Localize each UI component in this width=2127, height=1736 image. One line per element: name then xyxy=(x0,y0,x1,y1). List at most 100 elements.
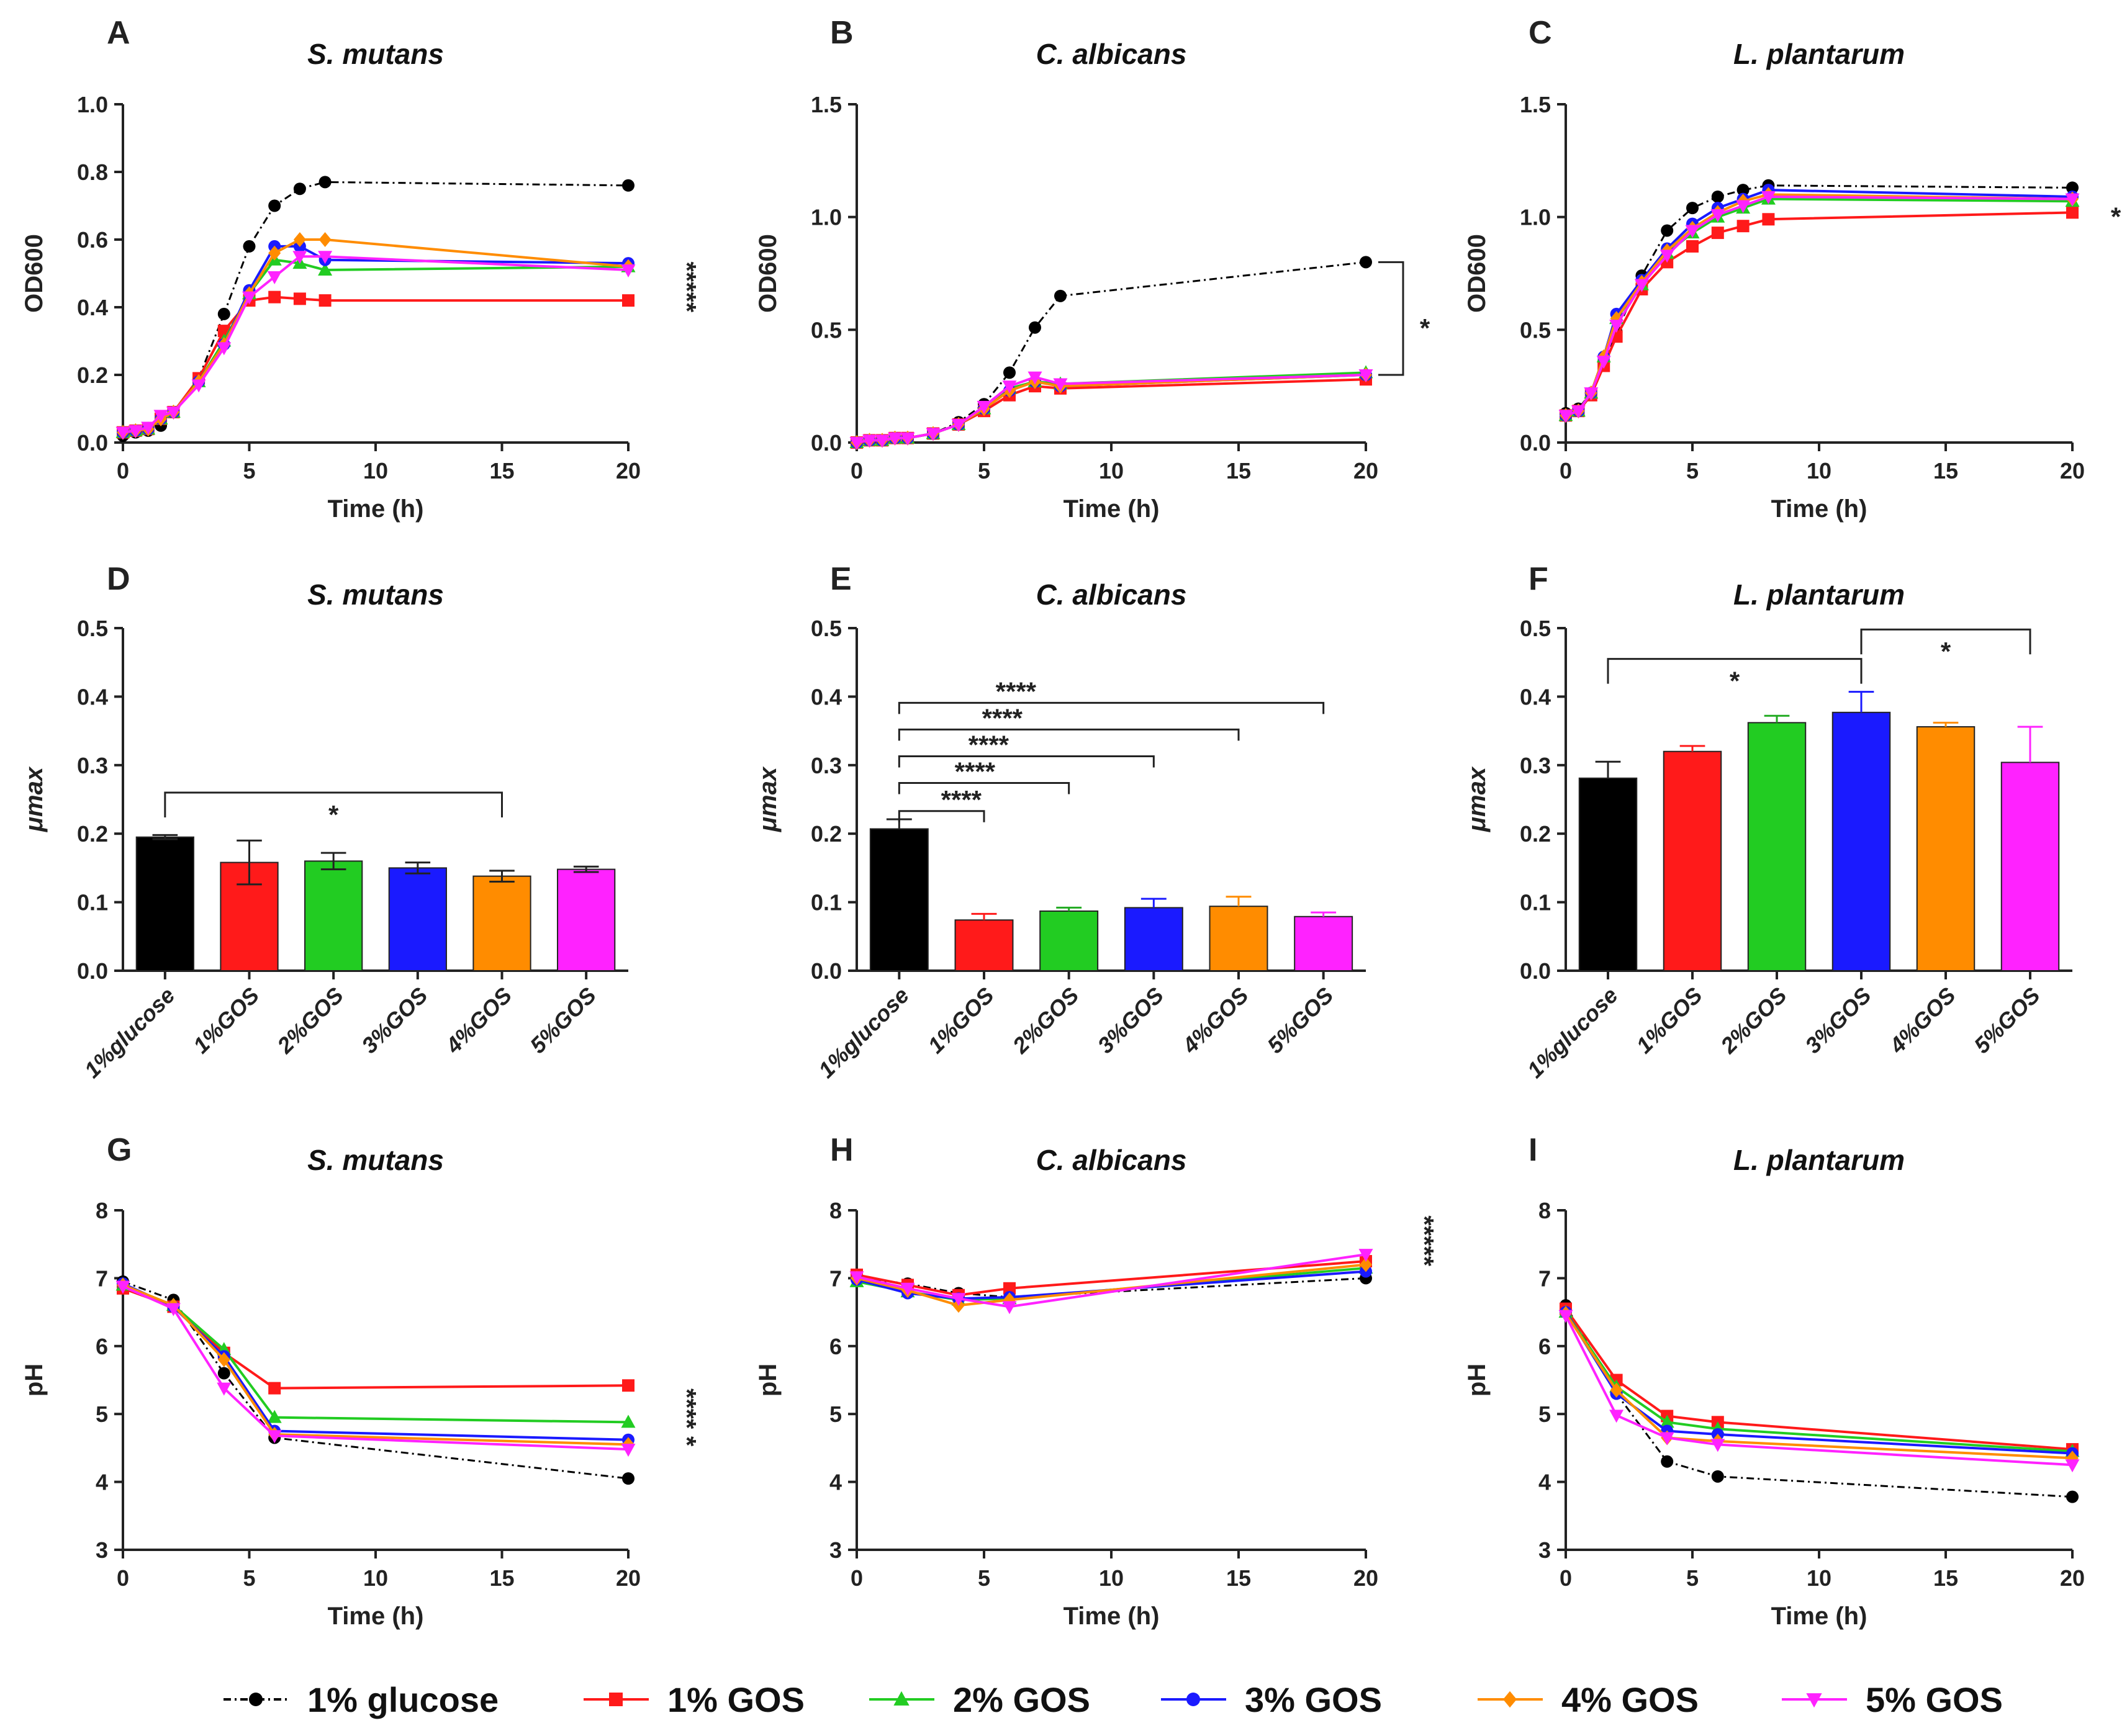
y-tick-label: 6 xyxy=(1538,1334,1551,1359)
panel-i: I L. plantarum 3 4 5 6 7 8 0 5 10 15 20 Time (h) pH ***… xyxy=(1463,1132,2127,1630)
bar xyxy=(472,875,531,971)
y-axis-label: μmax xyxy=(20,766,48,832)
data-point xyxy=(217,342,232,356)
panel-title: L. plantarum xyxy=(1733,38,1905,70)
series-line xyxy=(122,1282,629,1441)
significance-label: * xyxy=(1941,637,1951,666)
data-point xyxy=(1736,184,1750,197)
data-point xyxy=(1711,1470,1724,1483)
category-label: 3%GOS xyxy=(356,983,432,1058)
data-point xyxy=(166,1303,181,1316)
category-label: 2%GOS xyxy=(1715,983,1792,1059)
bar xyxy=(954,919,1014,971)
significance-bracket xyxy=(898,728,1240,741)
data-point xyxy=(1762,213,1775,226)
y-tick-label: 0.3 xyxy=(811,753,842,778)
series-1-glucose xyxy=(117,1275,634,1485)
x-tick-label: 20 xyxy=(616,458,641,483)
data-point xyxy=(318,263,333,276)
data-point xyxy=(153,410,168,423)
x-tick-label: 0 xyxy=(851,458,863,483)
data-point xyxy=(1660,1414,1674,1428)
panel-title: S. mutans xyxy=(307,1144,444,1176)
series-line xyxy=(122,1284,629,1424)
x-tick-label: 15 xyxy=(489,458,514,483)
data-point xyxy=(1558,1310,1573,1323)
bar xyxy=(1294,915,1353,972)
category-label: 1%glucose xyxy=(813,983,914,1083)
data-point xyxy=(621,264,636,278)
bar xyxy=(1831,711,1891,971)
y-tick-label: 7 xyxy=(96,1266,108,1291)
y-tick-label: 1.0 xyxy=(811,205,842,230)
bar xyxy=(388,867,447,972)
panel-title: C. albicans xyxy=(1036,1144,1187,1176)
y-tick-label: 0.5 xyxy=(811,616,842,641)
y-tick-label: 7 xyxy=(829,1266,842,1291)
panel-letter: F xyxy=(1529,561,1548,597)
category-label: 5%GOS xyxy=(1969,983,2044,1058)
y-tick-label: 0.5 xyxy=(1520,317,1551,343)
data-point xyxy=(1571,405,1586,419)
series-2-gos xyxy=(115,1277,636,1428)
data-point xyxy=(1002,1301,1017,1315)
data-point xyxy=(1634,279,1649,292)
series-line xyxy=(1565,189,2073,417)
data-point xyxy=(318,176,332,189)
legend-label: 5% GOS xyxy=(1866,1680,2003,1719)
data-point xyxy=(318,294,332,307)
data-point xyxy=(1686,202,1699,215)
series-4-gos xyxy=(1560,187,2079,423)
y-axis-label: OD600 xyxy=(20,234,48,313)
y-tick-label: 0.0 xyxy=(77,958,108,984)
x-tick-label: 15 xyxy=(1226,1565,1251,1591)
series-line xyxy=(1565,1305,2073,1498)
data-point xyxy=(622,294,634,307)
data-point xyxy=(1358,369,1373,382)
y-tick-label: 0.0 xyxy=(1520,430,1551,456)
series-1-gos xyxy=(117,290,634,439)
y-tick-label: 8 xyxy=(96,1198,108,1223)
y-tick-label: 0.2 xyxy=(77,362,108,388)
x-axis-label: Time (h) xyxy=(1064,1603,1160,1630)
data-point xyxy=(900,1282,915,1296)
data-point xyxy=(268,290,281,304)
category-label: 3%GOS xyxy=(1800,983,1876,1058)
legend-item: 3% GOS xyxy=(1161,1680,1382,1719)
y-tick-label: 0.3 xyxy=(77,753,108,778)
data-point xyxy=(1596,356,1611,369)
x-tick-label: 10 xyxy=(363,458,388,483)
x-tick-label: 5 xyxy=(243,458,255,483)
x-tick-label: 5 xyxy=(1686,1565,1699,1591)
data-point xyxy=(243,240,256,253)
bar xyxy=(135,836,194,971)
series-line xyxy=(122,181,629,437)
category-label: 4%GOS xyxy=(440,983,517,1059)
series-line xyxy=(122,1280,629,1480)
x-tick-label: 0 xyxy=(851,1565,863,1591)
data-point xyxy=(1710,1439,1725,1452)
data-point xyxy=(875,434,890,448)
x-tick-label: 20 xyxy=(616,1565,641,1591)
data-point xyxy=(2065,1459,2080,1473)
y-tick-label: 0.5 xyxy=(811,317,842,343)
panel-letter: E xyxy=(830,561,852,597)
data-point xyxy=(849,437,864,450)
y-tick-label: 0.0 xyxy=(811,958,842,984)
data-point xyxy=(1660,1432,1674,1446)
series-5-gos xyxy=(1558,1310,2080,1473)
series-4-gos xyxy=(1560,1306,2079,1466)
y-tick-label: 1.0 xyxy=(77,92,108,117)
data-point xyxy=(128,425,143,438)
data-point xyxy=(1711,227,1724,240)
data-point xyxy=(1584,387,1599,401)
y-tick-label: 0.3 xyxy=(1520,753,1551,778)
data-point xyxy=(888,432,902,446)
data-point xyxy=(141,421,156,435)
data-point xyxy=(1609,320,1624,333)
legend-item: 4% GOS xyxy=(1478,1680,1699,1719)
data-point xyxy=(2066,1490,2079,1503)
data-point xyxy=(191,379,206,393)
series-1-gos xyxy=(117,1282,634,1395)
